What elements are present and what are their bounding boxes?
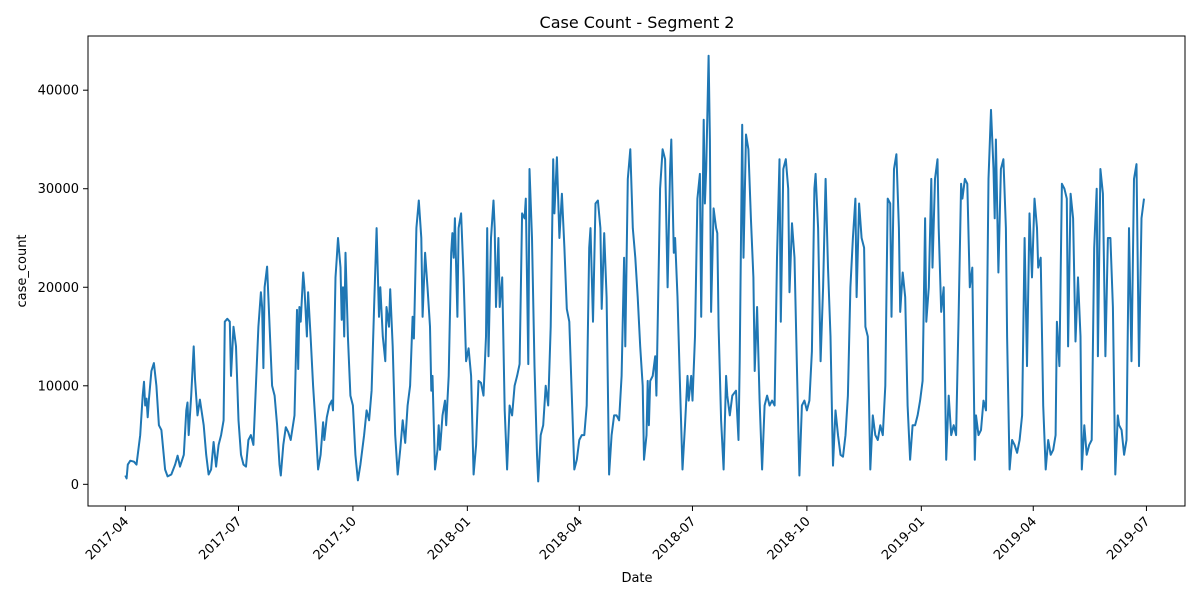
y-tick-label: 30000 [38,182,79,197]
plot-area [124,54,1145,483]
y-tick-label: 40000 [38,84,79,99]
chart-title: Case Count - Segment 2 [540,13,735,32]
x-axis-label: Date [621,571,652,586]
y-axis: 0 10000 20000 30000 40000 [38,84,88,493]
y-tick-label: 10000 [38,379,79,394]
y-tick-label: 20000 [38,281,79,296]
plot-frame [87,35,1186,507]
y-tick-label: 0 [71,478,79,493]
y-axis-label: case_count [15,234,30,307]
series-line [124,54,1145,483]
